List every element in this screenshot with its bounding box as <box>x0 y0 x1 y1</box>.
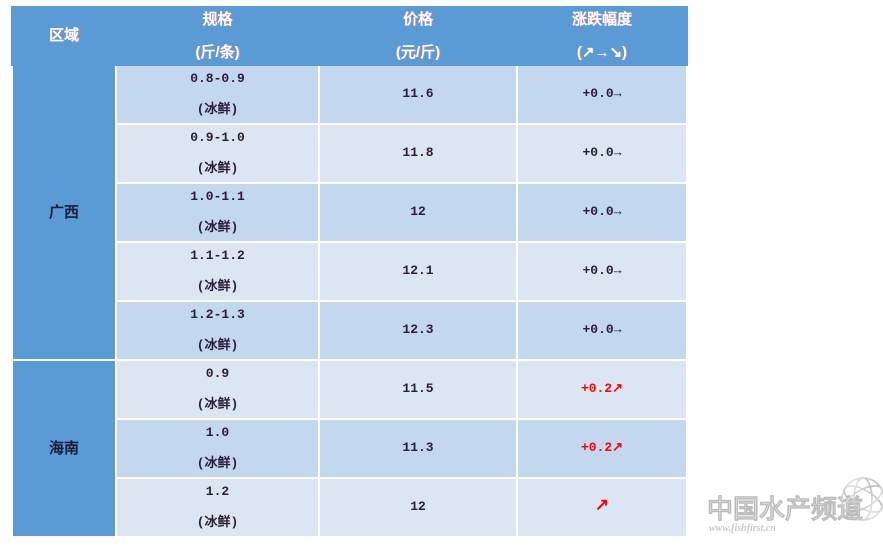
svg-text:中国水产频道: 中国水产频道 <box>707 494 863 524</box>
svg-text:www.fishfirst.cn: www.fishfirst.cn <box>709 523 776 534</box>
